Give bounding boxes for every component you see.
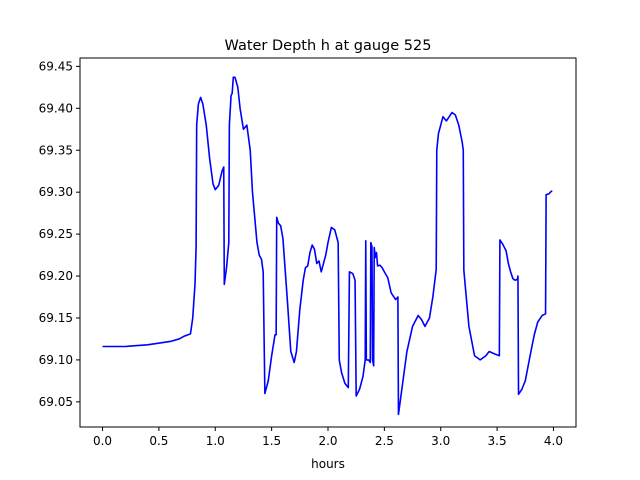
y-tick-label: 69.05	[39, 395, 73, 409]
y-tick-label: 69.20	[39, 269, 73, 283]
x-tick-label: 0.0	[93, 434, 112, 448]
x-tick-label: 1.5	[262, 434, 281, 448]
plot-area	[102, 76, 553, 416]
y-tick-label: 69.10	[39, 353, 73, 367]
y-tick-label: 69.25	[39, 227, 73, 241]
x-tick-label: 3.5	[488, 434, 507, 448]
y-tick-label: 69.15	[39, 311, 73, 325]
y-tick-label: 69.45	[39, 59, 73, 73]
x-axis-label: hours	[311, 457, 345, 471]
y-tick-label: 69.40	[39, 101, 73, 115]
chart-title: Water Depth h at gauge 525	[225, 38, 432, 54]
x-tick-label: 0.5	[149, 434, 168, 448]
x-tick-label: 3.0	[431, 434, 450, 448]
x-tick-label: 2.0	[318, 434, 337, 448]
x-tick-label: 2.5	[375, 434, 394, 448]
y-tick-label: 69.30	[39, 185, 73, 199]
series-line-0	[102, 76, 553, 416]
x-tick-label: 4.0	[544, 434, 563, 448]
x-axis: 0.0 0.5 1.0 1.5 2.0 2.5 3.0 3.5 4.0	[93, 427, 563, 448]
x-tick-label: 1.0	[206, 434, 225, 448]
y-axis: 69.05 69.10 69.15 69.20 69.25 69.30 69.35 69.40…	[39, 59, 80, 409]
y-tick-label: 69.35	[39, 143, 73, 157]
